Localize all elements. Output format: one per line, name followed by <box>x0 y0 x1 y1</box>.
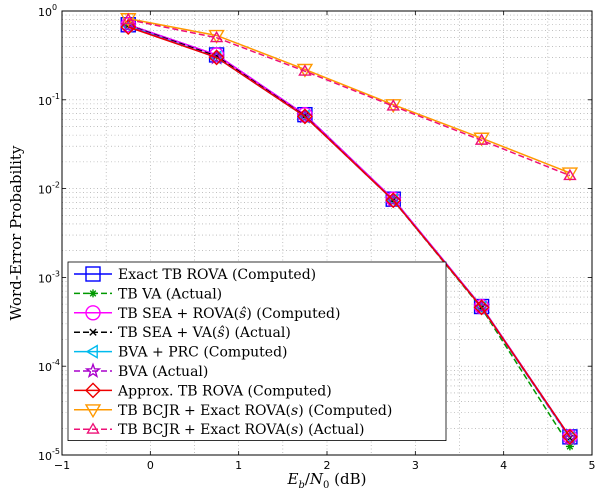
marker-star <box>84 362 102 379</box>
axis-titles: Eb/N0 (dB) Word-Error Probability <box>7 145 367 491</box>
legend-item: TB BCJR + Exact ROVA(s) (Actual) <box>74 422 364 438</box>
legend-item: TB SEA + VA(ŝ) (Actual) <box>74 325 291 341</box>
marker-triangle-down <box>561 167 579 182</box>
legend: Exact TB ROVA (Computed) TB VA (Actual) TB… <box>67 261 447 442</box>
y-tick-label: 10-4 <box>38 358 60 374</box>
series-8 <box>120 13 579 182</box>
x-tick-label: 5 <box>589 459 596 472</box>
marker-triangle-up <box>209 30 224 43</box>
x-tick-label: −1 <box>54 459 70 472</box>
series-9 <box>121 12 577 181</box>
legend-item: Approx. TB ROVA (Computed) <box>74 382 332 399</box>
marker-triangle-down <box>84 404 102 419</box>
marker-diamond <box>385 192 402 209</box>
x-tick-label: 4 <box>500 459 507 472</box>
legend-label: Approx. TB ROVA (Computed) <box>117 383 332 399</box>
marker-x <box>89 328 97 336</box>
marker-diamond <box>208 49 225 66</box>
marker-asterisk <box>565 442 574 451</box>
series-line <box>128 17 571 174</box>
y-tick-label: 10-2 <box>38 181 60 197</box>
x-tick-label: 1 <box>235 459 242 472</box>
x-axis-title: Eb/N0 (dB) <box>286 470 366 491</box>
marker-triangle-up <box>86 422 100 434</box>
legend-item: BVA (Actual) <box>74 362 208 380</box>
legend-label: TB SEA + VA(ŝ) (Actual) <box>118 325 291 341</box>
legend-label: TB VA (Actual) <box>118 286 222 302</box>
legend-label: TB BCJR + Exact ROVA(s) (Computed) <box>118 403 392 419</box>
legend-item: TB SEA + ROVA(ŝ) (Computed) <box>74 305 340 322</box>
legend-label: Exact TB ROVA (Computed) <box>118 267 316 283</box>
marker-triangle-up <box>121 12 135 25</box>
marker-asterisk <box>89 289 97 298</box>
marker-diamond <box>473 299 490 316</box>
marker-diamond <box>561 428 578 445</box>
marker-triangle-up <box>298 64 312 76</box>
marker-triangle-up <box>563 168 577 181</box>
marker-triangle-up <box>386 99 400 111</box>
marker-circle <box>85 305 101 321</box>
marker-diamond <box>85 382 101 399</box>
y-tick-label: 10-3 <box>38 269 60 285</box>
x-tick-label: 2 <box>324 459 331 472</box>
legend-item: BVA + PRC (Computed) <box>74 344 288 361</box>
marker-triangle-left <box>85 344 98 359</box>
legend-label: BVA (Actual) <box>118 364 208 380</box>
y-tick-label: 10-5 <box>38 447 60 463</box>
series-line <box>128 26 571 438</box>
marker-triangle-up <box>474 133 489 145</box>
y-axis-title: Word-Error Probability <box>7 145 25 320</box>
x-tick-label: 3 <box>412 459 419 472</box>
y-tick-label: 10-1 <box>38 92 60 108</box>
legend-label: TB SEA + ROVA(ŝ) (Computed) <box>118 306 340 322</box>
marker-square <box>85 266 101 282</box>
legend-item: Exact TB ROVA (Computed) <box>74 266 316 283</box>
series-line <box>128 18 571 177</box>
marker-diamond <box>296 108 313 125</box>
y-tick-label: 100 <box>38 3 57 19</box>
axis-ticks: −1 0 1 2 3 4 5 100 10-1 10-2 10-3 10-4 10-5 <box>38 3 596 472</box>
legend-label: BVA + PRC (Computed) <box>118 345 288 361</box>
legend-box <box>67 261 447 442</box>
marker-diamond <box>120 19 137 36</box>
legend-item: TB VA (Actual) <box>74 286 222 302</box>
series-group <box>120 12 579 451</box>
legend-label: TB BCJR + Exact ROVA(s) (Actual) <box>118 422 364 438</box>
series-7 <box>120 19 578 445</box>
legend-item: TB BCJR + Exact ROVA(s) (Computed) <box>74 403 392 419</box>
marker-star <box>561 429 579 446</box>
x-tick-label: 0 <box>147 459 154 472</box>
